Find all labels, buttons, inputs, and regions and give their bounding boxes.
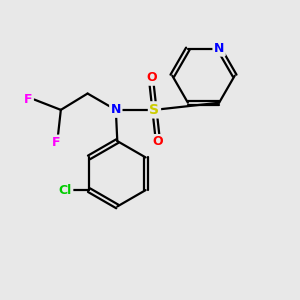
Text: F: F bbox=[52, 136, 61, 149]
Text: F: F bbox=[24, 93, 32, 106]
Text: Cl: Cl bbox=[58, 184, 72, 196]
Text: N: N bbox=[214, 42, 224, 55]
Text: N: N bbox=[111, 103, 121, 116]
Text: O: O bbox=[152, 136, 163, 148]
Text: S: S bbox=[149, 103, 160, 117]
Text: O: O bbox=[146, 71, 157, 84]
